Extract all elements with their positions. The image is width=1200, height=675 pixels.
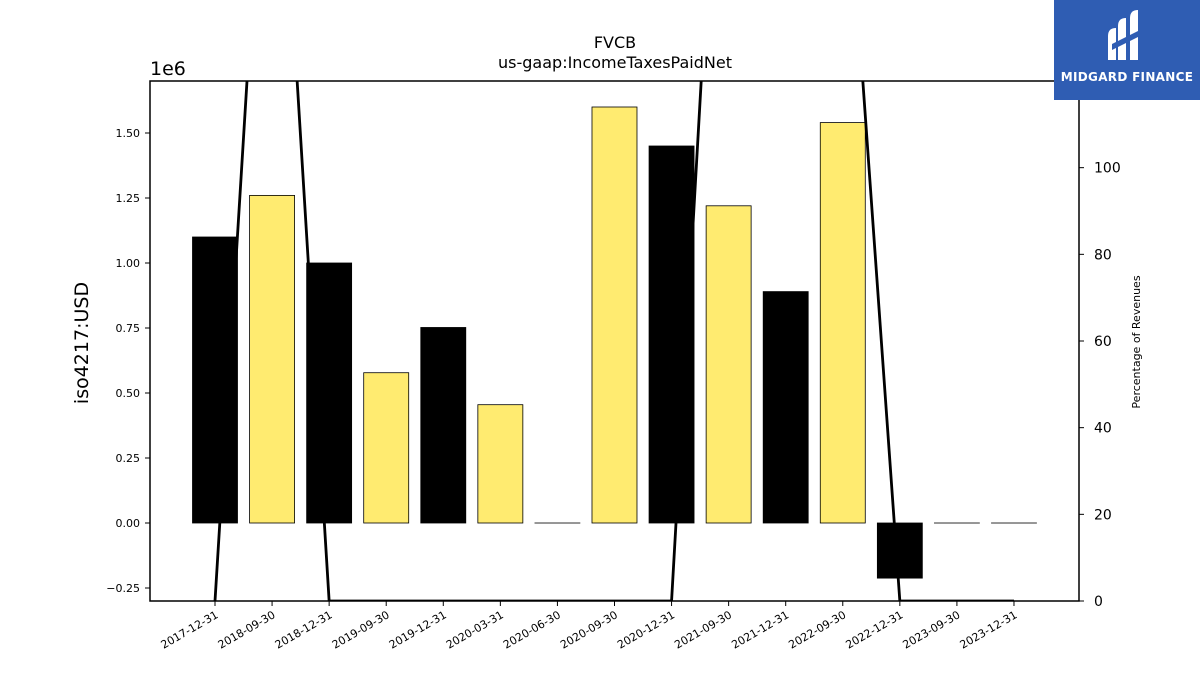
- x-tick-label: 2023-12-31: [958, 608, 1020, 651]
- bar-2020-09-30: [591, 106, 638, 524]
- x-tick-label: 2018-09-30: [216, 608, 278, 651]
- logo-mark-icon: [1108, 10, 1140, 60]
- y2-tick-label: 40: [1094, 421, 1112, 437]
- bar-2017-12-31: [192, 236, 238, 524]
- bar-2020-03-31: [477, 404, 524, 524]
- revenue-percentage-line: [213, 81, 1014, 601]
- logo-text: MIDGARD FINANCE: [1060, 70, 1194, 84]
- x-tick-label: 2017-12-31: [159, 608, 221, 651]
- bar-2018-09-30: [249, 194, 295, 524]
- y-axis-label: iso4217:USD: [71, 282, 93, 404]
- y-tick-label: 0.00: [116, 517, 141, 530]
- x-tick-label: 2022-09-30: [786, 608, 848, 651]
- brand-logo: MIDGARD FINANCE: [1054, 0, 1200, 100]
- y2-tick-label: 80: [1094, 247, 1112, 263]
- bar-2019-12-31: [420, 327, 467, 524]
- x-tick-label: 2019-09-30: [330, 608, 392, 651]
- bar-2022-09-30: [819, 122, 866, 524]
- y2-tick-label: 100: [1094, 161, 1121, 177]
- x-tick-label: 2020-03-31: [444, 608, 506, 651]
- y-tick-label: 0.50: [116, 387, 141, 400]
- y2-tick-label: 20: [1094, 507, 1112, 523]
- x-tick-label: 2020-09-30: [558, 608, 620, 651]
- x-tick-label: 2023-09-30: [901, 608, 963, 651]
- bar-2021-09-30: [705, 205, 752, 524]
- x-tick-label: 2018-12-31: [273, 608, 335, 651]
- plot-frame: [149, 80, 1080, 602]
- bar-2018-12-31: [306, 262, 353, 524]
- y2-tick-label: 60: [1094, 334, 1112, 350]
- y2-axis-label: Percentage of Revenues: [1130, 275, 1143, 408]
- bar-2022-12-31: [876, 522, 923, 579]
- bar-2019-09-30: [363, 372, 410, 524]
- chart-subtitle: us-gaap:IncomeTaxesPaidNet: [498, 53, 732, 72]
- y-tick-label: 0.75: [116, 322, 141, 335]
- y-tick-label: 1.25: [116, 192, 141, 205]
- x-tick-label: 2021-09-30: [672, 608, 734, 651]
- y-tick-label: −0.25: [106, 582, 140, 595]
- x-tick-label: 2020-06-30: [501, 608, 563, 651]
- y-tick-label: 0.25: [116, 452, 141, 465]
- chart-title: FVCB: [594, 33, 636, 52]
- y-tick-label: 1.00: [116, 257, 141, 270]
- x-tick-label: 2020-12-31: [615, 608, 677, 651]
- x-tick-label: 2022-12-31: [843, 608, 905, 651]
- bar-2021-12-31: [762, 291, 809, 524]
- x-tick-label: 2019-12-31: [387, 608, 449, 651]
- x-tick-label: 2021-12-31: [729, 608, 791, 651]
- y-tick-label: 1.50: [116, 127, 141, 140]
- y2-tick-label: 0: [1094, 594, 1103, 610]
- y-offset-label: 1e6: [150, 58, 186, 80]
